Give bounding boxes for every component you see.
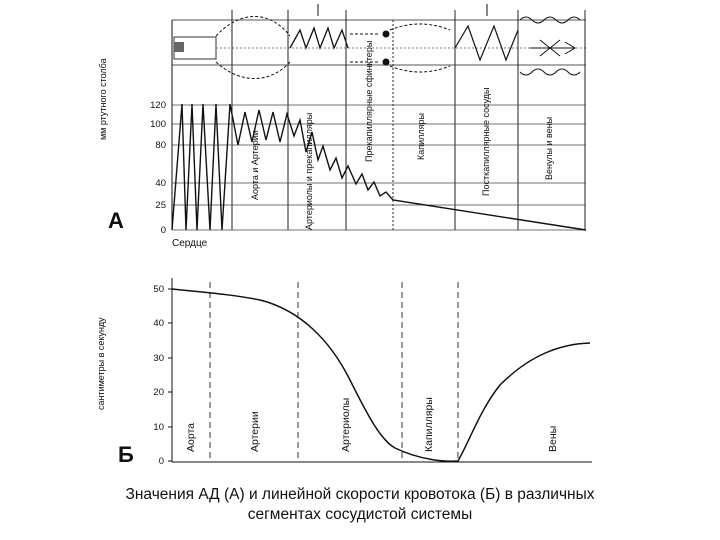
vein-arrows bbox=[530, 39, 576, 57]
figure-caption-line2: сегментах сосудистой системы bbox=[247, 506, 473, 523]
panel-b bbox=[168, 278, 592, 463]
y-tick-label: 100 bbox=[150, 119, 166, 130]
panel-b-dividers bbox=[209, 282, 459, 462]
segment-label: Вены bbox=[547, 426, 559, 452]
segment-label: Посткапиллярные сосуды bbox=[481, 88, 491, 197]
panel-a-ylabel: мм ртутного столба bbox=[98, 58, 108, 140]
sphincter-arrows bbox=[350, 23, 451, 73]
y-tick-label: 120 bbox=[150, 100, 166, 111]
panel-b-segment-labels: Аорта Артерии Артериолы Капилляры Вены bbox=[185, 397, 559, 452]
segment-label: Капилляры bbox=[423, 397, 435, 452]
panel-b-letter: Б bbox=[118, 442, 134, 467]
panel-b-yticks: 50 40 30 20 10 0 bbox=[153, 284, 164, 467]
segment-label: Венулы и вены bbox=[544, 117, 554, 180]
heart-valve-hatch bbox=[174, 42, 184, 52]
figure-caption-line1: Значения АД (А) и линейной скорости кров… bbox=[125, 486, 595, 503]
panel-a-yticks: 120 100 80 40 25 0 bbox=[150, 100, 166, 236]
y-tick-label: 40 bbox=[153, 318, 164, 329]
segment-label: Артериолы и прекапилляры bbox=[304, 113, 314, 230]
vessel-schematic bbox=[171, 4, 586, 230]
panel-a bbox=[171, 4, 587, 231]
panel-a-letter: А bbox=[108, 208, 124, 233]
y-tick-label: 20 bbox=[153, 387, 164, 398]
arteries-zigzag bbox=[289, 26, 349, 50]
y-tick-label: 0 bbox=[159, 456, 164, 467]
panel-a-segment-labels: Аорта и Артерии Артериолы и прекапилляры… bbox=[250, 41, 554, 230]
venule-wave bbox=[519, 16, 581, 76]
segment-label: Артерии bbox=[249, 411, 261, 452]
y-tick-label: 30 bbox=[153, 353, 164, 364]
panel-a-grid bbox=[172, 104, 586, 231]
postcapillary-zigzag bbox=[454, 24, 519, 62]
y-tick-label: 0 bbox=[161, 225, 166, 236]
segment-label: Артериолы bbox=[340, 398, 352, 452]
pressure-curve bbox=[171, 103, 587, 231]
segment-label: Прекапиллярные сфинктеры bbox=[364, 41, 374, 162]
segment-label: Капилляры bbox=[416, 113, 426, 160]
y-tick-label: 50 bbox=[153, 284, 164, 295]
segment-label: Аорта bbox=[185, 423, 197, 452]
velocity-curve bbox=[171, 288, 591, 462]
panel-b-ylabel: сантиметры в секунду bbox=[96, 317, 106, 410]
heart-label: Сердце bbox=[172, 238, 208, 249]
sphincter-node bbox=[382, 58, 390, 66]
panel-b-ticks bbox=[168, 288, 172, 462]
aorta-bulge bbox=[215, 16, 291, 79]
y-tick-label: 40 bbox=[155, 178, 166, 189]
y-tick-label: 10 bbox=[153, 422, 164, 433]
segment-label: Аорта и Артерии bbox=[250, 130, 260, 200]
y-tick-label: 25 bbox=[155, 200, 166, 211]
y-tick-label: 80 bbox=[155, 140, 166, 151]
sphincter-node bbox=[382, 30, 390, 38]
panel-a-dividers bbox=[231, 10, 586, 230]
